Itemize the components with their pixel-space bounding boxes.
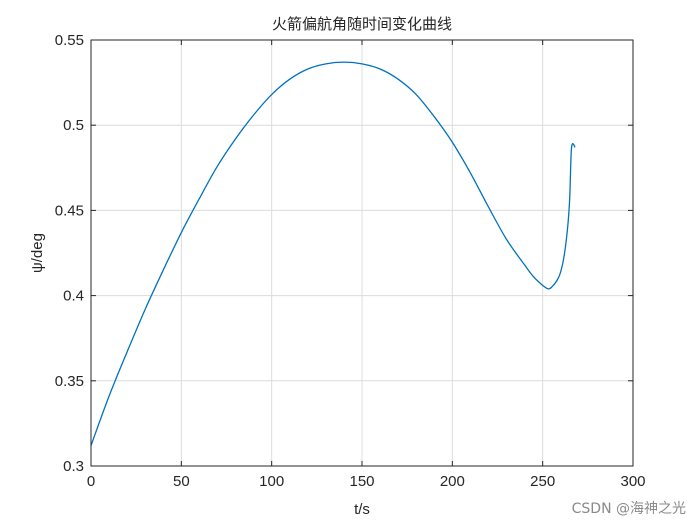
x-axis-label: t/s (354, 501, 370, 518)
y-tick-label: 0.45 (55, 202, 84, 219)
series-layer (90, 61, 576, 446)
y-tick-label: 0.5 (63, 117, 84, 134)
x-tick-label: 300 (620, 473, 645, 490)
x-tick-label: 200 (440, 473, 465, 490)
x-tick-label: 50 (173, 473, 190, 490)
y-axis-label: ψ/deg (29, 233, 46, 273)
y-tick-label: 0.4 (63, 288, 84, 305)
axis-tick-labels: 0 50 100 150 200 250 300 0.3 0.35 0.4 0.45 0.5 0.55 (55, 32, 646, 490)
axis-ticks (90, 39, 634, 467)
y-tick-label: 0.3 (63, 458, 84, 475)
y-tick-label: 0.35 (55, 373, 84, 390)
x-tick-label: 0 (87, 473, 95, 490)
series-line (90, 61, 576, 446)
chart-title: 火箭偏航角随时间变化曲线 (272, 15, 452, 33)
x-tick-label: 150 (349, 473, 374, 490)
x-tick-label: 250 (530, 473, 555, 490)
watermark-text: CSDN @海神之光 (572, 501, 686, 517)
x-tick-label: 100 (259, 473, 284, 490)
y-tick-label: 0.55 (55, 32, 84, 49)
grid-lines (91, 40, 633, 466)
